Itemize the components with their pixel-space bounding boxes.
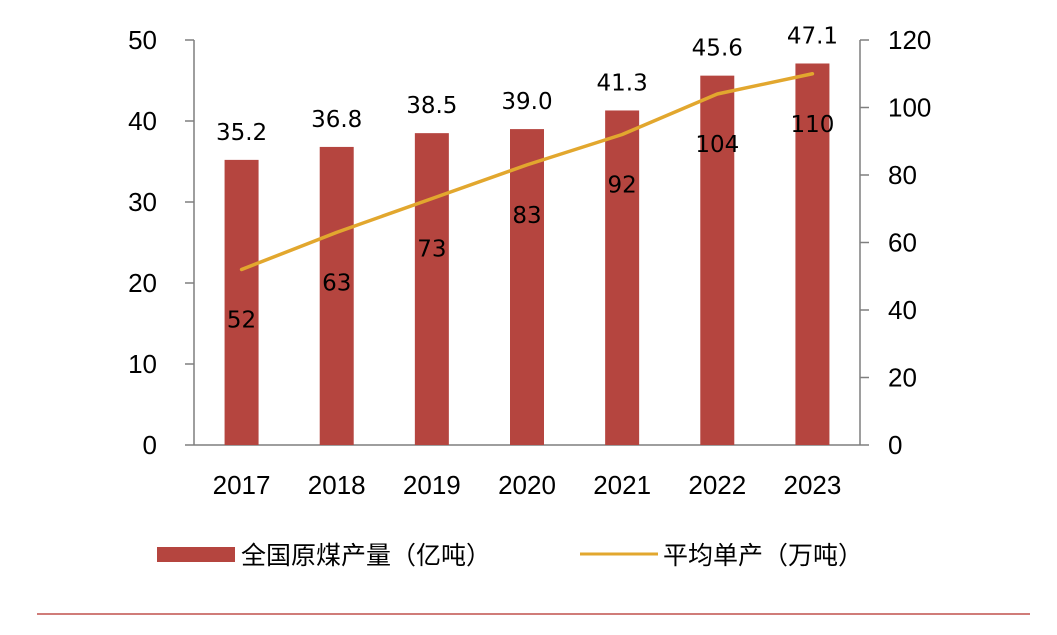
bar-value-label: 41.3 [597, 70, 648, 96]
bar-series [224, 63, 830, 446]
right-y-tick-label: 100 [888, 93, 931, 123]
line-value-label: 104 [695, 132, 739, 158]
line-series [239, 72, 815, 272]
bar-2017 [224, 159, 259, 445]
bar-2022 [700, 75, 735, 445]
bar-2018 [319, 146, 354, 446]
left-y-tick-label: 10 [128, 349, 157, 379]
bar-value-label: 39.0 [501, 89, 552, 115]
x-tick-label: 2017 [213, 470, 271, 500]
left-y-tick-label: 20 [128, 268, 157, 298]
bar-2023 [795, 63, 830, 446]
bar-value-label: 38.5 [406, 93, 457, 119]
bar-2020 [510, 129, 544, 445]
bar-2019 [414, 133, 449, 445]
x-tick-label: 2021 [593, 470, 651, 500]
legend-label-yield: 平均单产（万吨） [663, 541, 863, 570]
right-y-tick-label: 0 [888, 430, 902, 460]
legend-label-production: 全国原煤产量（亿吨） [241, 541, 491, 570]
line-value-label: 73 [417, 237, 446, 263]
bar-value-label: 47.1 [787, 23, 838, 49]
line-value-label: 92 [608, 173, 637, 199]
right-y-tick-label: 120 [888, 25, 931, 55]
right-y-tick-label: 60 [888, 228, 917, 258]
right-y-tick-label: 80 [888, 160, 917, 190]
axes: 0 10 20 30 40 50 0 20 40 60 80 100 120 2017 2018 2019 20… [128, 25, 931, 500]
x-tick-label: 2022 [688, 470, 746, 500]
bar-value-label: 45.6 [692, 36, 743, 62]
bar-value-label: 36.8 [311, 107, 362, 133]
line-value-label: 63 [322, 270, 351, 296]
bar-2021 [605, 110, 640, 445]
x-tick-label: 2019 [403, 470, 461, 500]
bar-value-label: 35.2 [216, 120, 267, 146]
x-tick-label: 2020 [498, 470, 556, 500]
line-value-label: 83 [512, 203, 541, 229]
x-tick-label: 2023 [784, 470, 842, 500]
left-y-tick-label: 50 [128, 25, 157, 55]
right-y-tick-label: 20 [888, 363, 917, 393]
left-y-tick-label: 40 [128, 106, 157, 136]
left-y-tick-label: 0 [143, 430, 157, 460]
x-tick-label: 2018 [308, 470, 366, 500]
legend: 全国原煤产量（亿吨） 平均单产（万吨） [157, 541, 863, 570]
line-value-label: 110 [790, 112, 834, 138]
line-value-label: 52 [227, 308, 256, 334]
left-y-tick-label: 30 [128, 187, 157, 217]
right-y-tick-label: 40 [888, 295, 917, 325]
legend-swatch-bar [157, 547, 235, 562]
data-labels: 35.2 36.8 38.5 39.0 41.3 45.6 47.1 52 63 73 83 92 10… [216, 23, 838, 333]
